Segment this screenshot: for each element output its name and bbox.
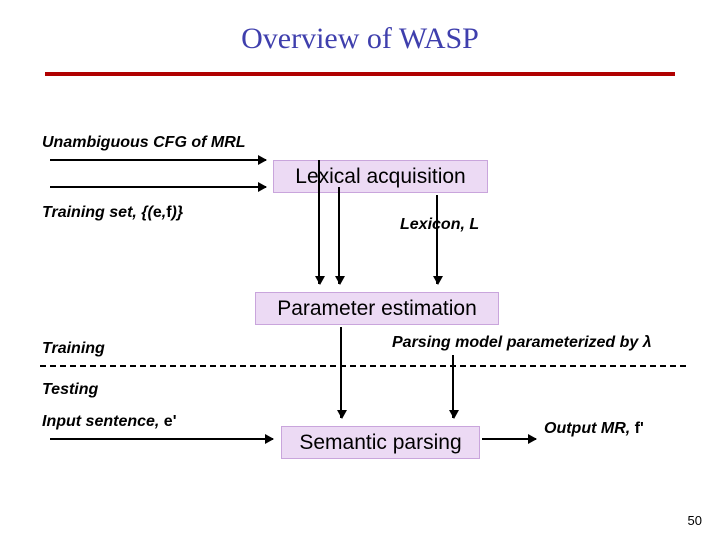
box-parameter-estimation: Parameter estimation (255, 292, 499, 325)
label-training: Training (42, 340, 105, 358)
arrow-semantic-to-output (482, 438, 536, 440)
label-training-set-prefix: Training set, {( (42, 204, 153, 221)
label-output-mr: Output MR, f' (544, 420, 644, 438)
arrow-trainset-to-lexical (50, 186, 266, 188)
slide-title: Overview of WASP (0, 22, 720, 56)
box-semantic-parsing: Semantic parsing (281, 426, 480, 459)
arrow-param-to-semantic (340, 327, 342, 418)
arrow-trainline-to-param (338, 187, 340, 284)
label-output-mr-prefix: Output MR, (544, 420, 635, 437)
label-parsing-model: Parsing model parameterized by λ (392, 334, 652, 352)
arrow-cfgline-to-param (318, 160, 320, 284)
label-input-sentence: Input sentence, e' (42, 413, 177, 431)
label-input-sentence-prefix: Input sentence, (42, 413, 164, 430)
title-underline (45, 72, 675, 76)
training-testing-divider (40, 365, 686, 367)
page-number: 50 (688, 513, 702, 528)
label-training-set-e: e (153, 204, 162, 221)
label-cfg: Unambiguous CFG of MRL (42, 134, 246, 152)
label-output-mr-f: f' (635, 420, 644, 437)
box-lexical-acquisition: Lexical acquisition (273, 160, 488, 193)
label-testing: Testing (42, 381, 98, 399)
label-training-set-suffix: )} (172, 204, 184, 221)
arrow-cfg-to-lexical (50, 159, 266, 161)
slide-title-text: Overview of WASP (241, 22, 479, 55)
arrow-input-to-semantic (50, 438, 273, 440)
label-lexicon: Lexicon, L (400, 216, 479, 234)
arrow-lexical-to-param (436, 195, 438, 284)
label-training-set: Training set, {(e,f)} (42, 204, 183, 222)
label-input-sentence-e: e' (164, 413, 177, 430)
